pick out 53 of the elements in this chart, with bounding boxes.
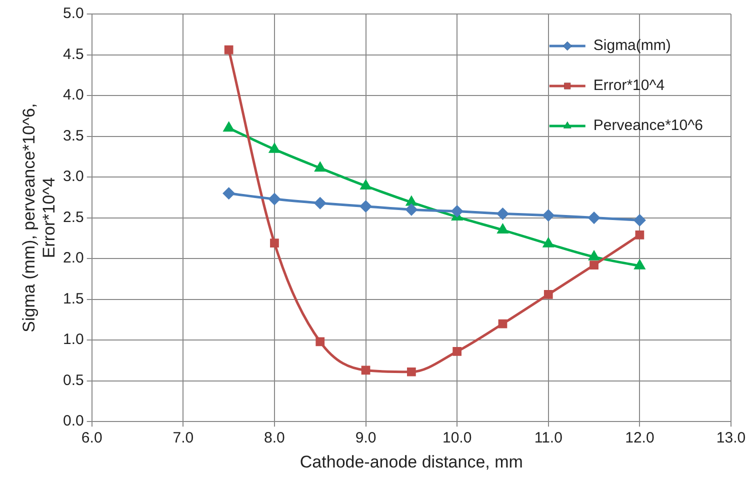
point <box>498 319 508 328</box>
point <box>588 251 600 260</box>
point <box>223 188 235 200</box>
point <box>314 162 326 172</box>
y-tick-label: 3.0 <box>62 168 84 186</box>
y-axis-title: Sigma (mm), perveance*10^6, Error*10^4 <box>20 103 59 332</box>
point <box>498 224 508 234</box>
y-tick-label: 5.0 <box>62 5 84 22</box>
x-tick-label: 12.0 <box>625 430 654 447</box>
point <box>634 214 646 226</box>
legend-label: Error*10^4 <box>593 77 665 94</box>
x-axis-title: Cathode-anode distance, mm <box>300 452 523 472</box>
y-tick-label: 2.5 <box>62 208 84 226</box>
point <box>543 238 554 248</box>
y-tick-label: 0.0 <box>62 412 84 430</box>
point <box>361 366 370 375</box>
x-tick-label: 7.0 <box>172 430 194 447</box>
point <box>360 180 371 190</box>
point <box>590 260 598 270</box>
y-tick-label: 3.5 <box>62 127 84 144</box>
point <box>451 206 463 218</box>
point <box>316 337 325 346</box>
y-tick-label: 1.0 <box>62 331 84 348</box>
x-tick-label: 13.0 <box>716 430 746 447</box>
point <box>496 208 508 220</box>
y-tick-label: 2.0 <box>62 250 84 267</box>
point <box>406 367 416 376</box>
y-tick-label: 4.5 <box>62 46 84 63</box>
point <box>452 347 462 356</box>
point <box>406 204 418 216</box>
point <box>314 197 326 209</box>
point <box>269 144 280 153</box>
point <box>268 193 280 205</box>
x-tick-label: 9.0 <box>355 430 376 447</box>
y-tick-label: 0.5 <box>62 372 84 389</box>
point <box>635 230 644 240</box>
y-tick-label: 1.5 <box>62 290 84 308</box>
point <box>544 290 553 299</box>
point <box>270 238 279 248</box>
point <box>224 45 234 54</box>
x-tick-label: 6.0 <box>81 430 102 447</box>
legend-label: Perveance*10^6 <box>593 117 704 134</box>
point <box>224 122 234 132</box>
y-tick-label: 4.0 <box>62 86 84 104</box>
point <box>634 260 645 270</box>
point <box>360 200 372 212</box>
legend-label: Sigma(mm) <box>593 37 671 54</box>
x-tick-label: 8.0 <box>264 430 285 447</box>
point <box>588 212 600 224</box>
x-tick-label: 10.0 <box>442 430 472 447</box>
point <box>406 196 417 206</box>
x-tick-label: 11.0 <box>534 430 562 447</box>
point <box>542 210 554 222</box>
